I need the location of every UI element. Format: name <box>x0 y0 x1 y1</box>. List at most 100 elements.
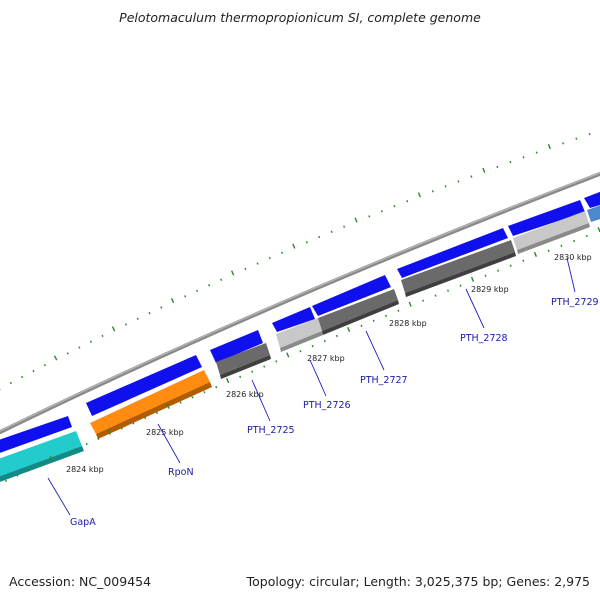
scale-labels: 2824 kbp 2825 kbp 2826 kbp 2827 kbp 2828… <box>66 253 592 474</box>
inner-tick <box>547 249 550 252</box>
inner-tick <box>120 427 123 430</box>
inner-tick <box>434 294 437 297</box>
cds-pth-2728-shadow <box>405 252 516 297</box>
gene-label-pth-2729[interactable]: PTH_2729 <box>551 297 599 308</box>
cds-rpon[interactable] <box>90 370 210 434</box>
inner-tick <box>155 411 158 415</box>
inner-tick <box>522 259 525 262</box>
outer-tick <box>575 137 578 140</box>
gene-label-gapa[interactable]: GapA <box>70 517 96 528</box>
inner-tick <box>372 319 375 322</box>
cds-forward-4[interactable] <box>272 307 315 332</box>
outer-tick <box>547 143 551 150</box>
leader-pth-2729 <box>566 257 576 293</box>
reverse-strand <box>0 202 600 482</box>
cds-forward-3[interactable] <box>210 330 263 363</box>
leader-pth-2725 <box>251 379 271 422</box>
outer-tick <box>220 278 223 281</box>
inner-tick <box>203 391 206 394</box>
inner-tick <box>39 463 42 467</box>
scale-label-2829: 2829 kbp <box>471 285 509 294</box>
cds-pth-2729-shadow <box>517 223 590 254</box>
outer-tick <box>343 225 346 228</box>
outer-tick <box>368 215 371 218</box>
inner-tick <box>299 350 302 353</box>
backbone-arc <box>0 171 600 435</box>
outer-tick <box>21 375 24 379</box>
accession-label: Accession: NC_009454 <box>9 574 152 589</box>
inner-tick <box>408 301 412 307</box>
outer-tick <box>318 235 321 239</box>
cds-pth-2727[interactable] <box>318 289 398 331</box>
outer-tick <box>588 132 591 136</box>
outer-tick <box>509 160 512 164</box>
cds-pth-2728[interactable] <box>401 240 515 293</box>
inner-tick <box>560 244 563 248</box>
inner-tick <box>585 234 588 238</box>
outer-tick <box>535 151 538 154</box>
genome-summary: Topology: circular; Length: 3,025,375 bp… <box>246 574 590 589</box>
inner-tick <box>385 314 388 317</box>
inner-tick <box>225 377 230 384</box>
gene-label-pth-2726[interactable]: PTH_2726 <box>303 400 351 411</box>
inner-tick <box>62 453 65 456</box>
cds-pth-2729[interactable] <box>513 211 589 250</box>
cds-forward-1[interactable] <box>0 416 72 455</box>
scale-label-2826: 2826 kbp <box>226 390 264 399</box>
inner-tick <box>573 239 576 243</box>
cds-forward-8[interactable] <box>584 188 600 208</box>
outer-tick <box>380 210 383 213</box>
inner-tick <box>484 274 487 277</box>
cds-forward-7[interactable] <box>508 200 585 236</box>
cds-reverse-edge[interactable] <box>587 202 600 222</box>
outer-tick <box>470 175 473 178</box>
outer-tick <box>562 142 565 145</box>
inner-tick <box>144 416 147 420</box>
outer-tick <box>184 295 187 298</box>
scale-label-2825: 2825 kbp <box>146 428 184 437</box>
outer-tick <box>281 251 284 255</box>
leader-gapa <box>47 477 71 516</box>
outer-tick <box>208 284 211 287</box>
cds-gapa[interactable] <box>0 431 82 478</box>
inner-tick <box>347 326 351 333</box>
outer-tick <box>457 180 460 183</box>
inner-tick <box>27 469 30 472</box>
cds-pth-2727-shadow <box>322 300 399 335</box>
forward-strand <box>0 188 600 455</box>
inner-tick <box>311 344 314 348</box>
cds-forward-6[interactable] <box>397 228 508 278</box>
leader-pth-2726 <box>309 359 327 397</box>
outer-tick <box>482 167 486 173</box>
inner-tick <box>239 375 242 378</box>
gene-label-pth-2727[interactable]: PTH_2727 <box>360 375 408 386</box>
outer-tick <box>393 205 396 208</box>
outer-tick <box>43 363 46 367</box>
gene-label-pth-2725[interactable]: PTH_2725 <box>247 425 295 436</box>
cds-pth-2725[interactable] <box>216 343 270 375</box>
inner-tick <box>179 401 182 404</box>
outer-tick <box>148 311 151 315</box>
outer-tick <box>124 323 128 326</box>
outer-tick <box>196 289 199 292</box>
outer-tick <box>354 217 358 223</box>
inner-tick <box>4 479 8 483</box>
outer-tick <box>53 355 58 361</box>
inner-tick <box>275 360 278 363</box>
scale-label-2828: 2828 kbp <box>389 319 427 328</box>
cds-forward-2[interactable] <box>86 355 202 416</box>
inner-tick <box>286 352 290 358</box>
outer-tick <box>32 369 35 373</box>
gene-label-rpon[interactable]: RpoN <box>168 467 194 478</box>
cds-pth-2726[interactable] <box>276 318 322 348</box>
leader-rpon <box>157 423 181 464</box>
inner-tick <box>497 269 500 272</box>
gene-label-pth-2728[interactable]: PTH_2728 <box>460 333 508 344</box>
outer-tick <box>66 352 69 355</box>
inner-tick <box>85 442 88 446</box>
inner-tick <box>251 370 254 373</box>
cds-forward-5[interactable] <box>312 275 391 316</box>
inner-tick <box>422 299 425 302</box>
outer-tick <box>89 340 93 343</box>
outer-tick <box>160 306 163 309</box>
